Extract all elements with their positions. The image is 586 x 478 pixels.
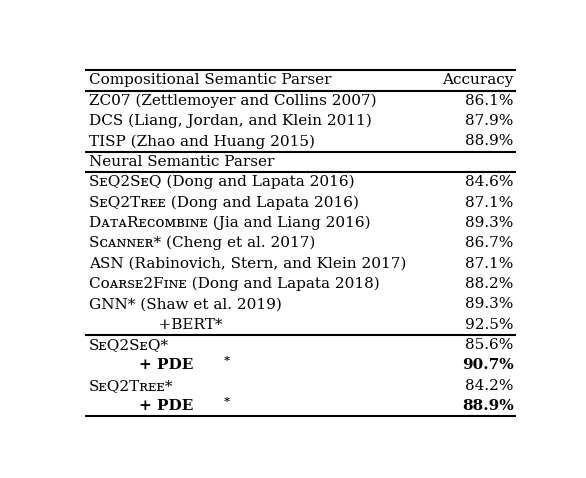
Text: SᴇQ2Tʀᴇᴇ (Dong and Lapata 2016): SᴇQ2Tʀᴇᴇ (Dong and Lapata 2016) <box>89 196 359 210</box>
Text: SᴇQ2SᴇQ*: SᴇQ2SᴇQ* <box>89 338 169 352</box>
Text: *: * <box>224 355 230 366</box>
Text: 87.1%: 87.1% <box>465 196 514 209</box>
Text: 89.3%: 89.3% <box>465 216 514 230</box>
Text: 89.3%: 89.3% <box>465 297 514 311</box>
Text: TISP (Zhao and Huang 2015): TISP (Zhao and Huang 2015) <box>89 134 315 149</box>
Text: 85.6%: 85.6% <box>465 338 514 352</box>
Text: 92.5%: 92.5% <box>465 318 514 332</box>
Text: 87.9%: 87.9% <box>465 114 514 128</box>
Text: SᴇQ2SᴇQ (Dong and Lapata 2016): SᴇQ2SᴇQ (Dong and Lapata 2016) <box>89 175 355 189</box>
Text: 88.9%: 88.9% <box>462 399 514 413</box>
Text: Compositional Semantic Parser: Compositional Semantic Parser <box>89 74 332 87</box>
Text: 84.6%: 84.6% <box>465 175 514 189</box>
Text: ZC07 (Zettlemoyer and Collins 2007): ZC07 (Zettlemoyer and Collins 2007) <box>89 94 377 108</box>
Text: *: * <box>224 396 230 407</box>
Text: GNN* (Shaw et al. 2019): GNN* (Shaw et al. 2019) <box>89 297 282 311</box>
Text: DᴀᴛᴀRᴇᴄᴏᴍʙɪɴᴇ (Jia and Liang 2016): DᴀᴛᴀRᴇᴄᴏᴍʙɪɴᴇ (Jia and Liang 2016) <box>89 216 371 230</box>
Text: 84.2%: 84.2% <box>465 379 514 393</box>
Text: Accuracy: Accuracy <box>442 74 514 87</box>
Text: + PDE: + PDE <box>139 358 193 372</box>
Text: Sᴄᴀɴɴᴇʀ* (Cheng et al. 2017): Sᴄᴀɴɴᴇʀ* (Cheng et al. 2017) <box>89 236 315 250</box>
Text: 90.7%: 90.7% <box>462 358 514 372</box>
Text: 86.7%: 86.7% <box>465 236 514 250</box>
Text: 88.9%: 88.9% <box>465 134 514 149</box>
Text: 86.1%: 86.1% <box>465 94 514 108</box>
Text: +BERT*: +BERT* <box>139 318 223 332</box>
Text: 88.2%: 88.2% <box>465 277 514 291</box>
Text: Cᴏᴀʀsᴇ2Fɪɴᴇ (Dong and Lapata 2018): Cᴏᴀʀsᴇ2Fɪɴᴇ (Dong and Lapata 2018) <box>89 277 380 291</box>
Text: 87.1%: 87.1% <box>465 257 514 271</box>
Text: + PDE: + PDE <box>139 399 193 413</box>
Text: SᴇQ2Tʀᴇᴇ*: SᴇQ2Tʀᴇᴇ* <box>89 379 173 393</box>
Text: Neural Semantic Parser: Neural Semantic Parser <box>89 155 274 169</box>
Text: DCS (Liang, Jordan, and Klein 2011): DCS (Liang, Jordan, and Klein 2011) <box>89 114 372 128</box>
Text: ASN (Rabinovich, Stern, and Klein 2017): ASN (Rabinovich, Stern, and Klein 2017) <box>89 257 407 271</box>
